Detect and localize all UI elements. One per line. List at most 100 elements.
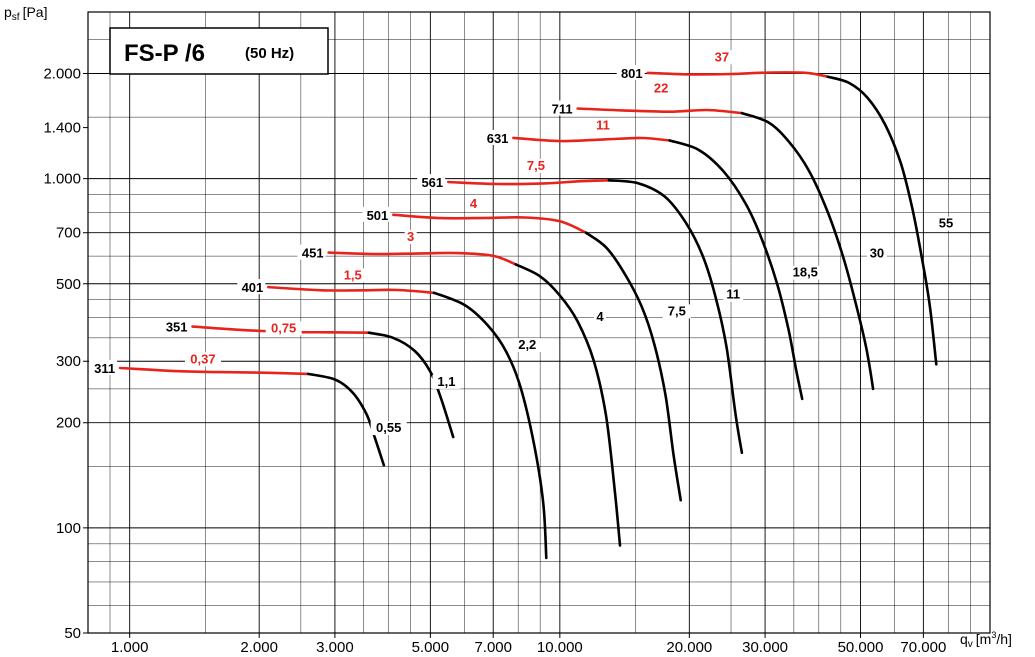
x-axis-title-unit-sup: 3 [991, 630, 996, 640]
size-label-311: 311 [94, 361, 115, 376]
motor-kw-label-501: 4 [470, 196, 478, 211]
chart-grid [88, 12, 990, 633]
curve-561-stable [607, 179, 744, 455]
size-label-401: 401 [242, 280, 264, 295]
size-label-bg [616, 64, 645, 80]
curve-351-stable [367, 331, 455, 439]
fan-curves [118, 71, 938, 560]
curve-kw-label-bg [866, 246, 887, 261]
x-tick-label: 20.000 [666, 639, 712, 656]
motor-kw-label-bg [651, 81, 672, 96]
motor-kw-label-bg [521, 158, 550, 173]
size-label-631: 631 [487, 131, 509, 146]
curve-kw-label-801: 55 [939, 216, 953, 231]
curve-631-unstable [512, 136, 671, 143]
motor-kw-label-351: 0,75 [271, 320, 296, 335]
motor-kw-label-401: 1,5 [344, 267, 362, 282]
motor-kw-label-bg [467, 197, 480, 212]
curve-401-unstable [267, 285, 436, 295]
size-label-bg [546, 100, 575, 116]
x-axis-title-symbol: q [960, 631, 968, 647]
motor-kw-label-bg [404, 229, 417, 244]
motor-kw-label-bg [593, 118, 614, 133]
size-label-bg [237, 279, 266, 295]
x-tick-label: 7.000 [474, 639, 512, 656]
curve-kw-label-bg [935, 216, 956, 231]
chart-subtitle: (50 Hz) [245, 45, 294, 62]
size-label-801: 801 [621, 66, 643, 81]
plot-frame [87, 11, 991, 634]
motor-kw-label-bg [711, 50, 732, 65]
curve-kw-label-bg [787, 265, 824, 280]
size-label-561: 561 [421, 175, 443, 190]
y-axis-title-subscript: sf [12, 12, 20, 23]
x-axis: 1.000 2.000 3.000 5.000 7.000 10.000 20.000 30.… [111, 633, 946, 656]
y-axis-title-unit: [Pa] [23, 4, 48, 20]
curve-kw-label-bg [662, 304, 691, 319]
motor-kw-label-451: 3 [407, 229, 414, 244]
motor-kw-label-bg [184, 352, 221, 367]
y-tick-label: 700 [56, 225, 81, 242]
curve-kw-label-bg [370, 421, 407, 436]
size-label-bg [417, 174, 446, 190]
x-tick-label: 10.000 [537, 639, 583, 656]
chart-title-box: FS-P /6 (50 Hz) [109, 27, 329, 75]
motor-kw-label-bg [265, 321, 302, 336]
motor-kw-label-631: 11 [596, 118, 610, 133]
curve-451-unstable [327, 251, 518, 266]
x-axis-title: qv [m3/h] [960, 630, 1012, 650]
x-tick-label: 30.000 [742, 639, 788, 656]
y-tick-label: 500 [56, 276, 81, 293]
curve-501-stable [584, 231, 682, 502]
size-label-bg [161, 318, 190, 334]
curve-401-stable [432, 291, 548, 560]
title-box-frame [109, 27, 329, 75]
curve-kw-label-631: 18,5 [793, 265, 818, 280]
curve-711-unstable [576, 107, 744, 115]
curve-kw-label-bg [594, 310, 607, 325]
motor-kw-label-561: 7,5 [527, 158, 545, 173]
size-label-451: 451 [302, 246, 324, 261]
size-label-351: 351 [166, 320, 188, 335]
size-label-501: 501 [367, 208, 389, 223]
curve-631-stable [668, 139, 804, 401]
x-tick-label: 3.000 [316, 639, 354, 656]
y-tick-label: 1.400 [43, 120, 81, 137]
curve-kw-label-401: 2,2 [518, 337, 536, 352]
curve-kw-label-bg [432, 374, 461, 389]
size-label-bg [482, 129, 511, 145]
x-axis-title-unit-pre: [m [976, 631, 992, 647]
y-tick-label: 50 [64, 625, 81, 642]
curve-801-stable [826, 75, 938, 366]
y-axis: 50 100 200 300 500 700 1.000 1.400 2.000 [43, 65, 88, 642]
size-label-bg [297, 244, 326, 260]
curve-311-unstable [118, 366, 310, 376]
curve-561-unstable [446, 179, 611, 186]
y-axis-title-symbol: p [4, 4, 12, 20]
x-tick-label: 50.000 [838, 639, 884, 656]
curve-311-stable [306, 372, 386, 467]
y-tick-label: 100 [56, 520, 81, 537]
x-tick-label: 1.000 [111, 639, 149, 656]
curve-kw-label-561: 11 [726, 287, 740, 302]
y-tick-label: 300 [56, 353, 81, 370]
size-label-bg [362, 206, 391, 222]
curve-labels: 311 0,37 0,55 351 0,75 1,1 401 1,5 2,2 451 3 4 501 4 7… [89, 49, 956, 436]
chart-title: FS-P /6 [124, 40, 205, 67]
x-axis-title-unit-post: /h] [996, 631, 1012, 647]
y-tick-label: 1.000 [43, 171, 81, 188]
motor-kw-label-711: 22 [654, 81, 668, 96]
x-axis-title-subscript: v [968, 639, 973, 650]
curve-kw-label-bg [513, 338, 542, 353]
motor-kw-label-311: 0,37 [190, 351, 215, 366]
size-label-711: 711 [552, 101, 573, 116]
curve-501-unstable [392, 213, 588, 234]
y-axis-title: psf [Pa] [4, 4, 47, 23]
curve-kw-label-711: 30 [870, 245, 884, 260]
curve-kw-label-bg [723, 287, 744, 302]
motor-kw-label-801: 37 [715, 49, 729, 64]
y-tick-label: 200 [56, 415, 81, 432]
y-tick-label: 2.000 [43, 65, 81, 82]
curve-kw-label-451: 4 [596, 309, 604, 324]
